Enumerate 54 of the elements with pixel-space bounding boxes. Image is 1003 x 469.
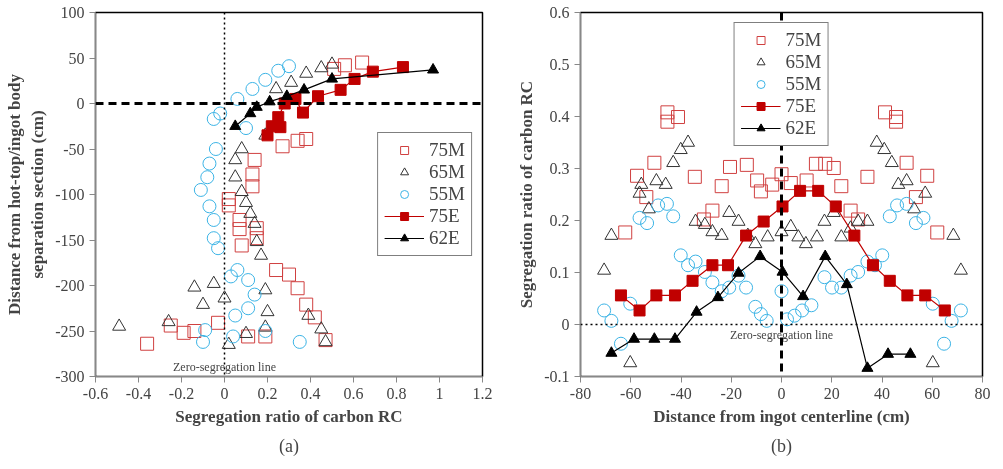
- y-axis-title: Distance from hot-top/ingot body separation section (cm): [5, 73, 48, 315]
- x-tick-label: 80: [974, 384, 991, 402]
- ref-line-label: Zero-segregation line: [173, 359, 276, 374]
- text: (b): [771, 435, 793, 457]
- text: (a): [279, 435, 299, 457]
- x-tick-label: -80: [569, 384, 592, 402]
- y-tick-label: 0.4: [549, 108, 570, 125]
- x-tick-label: 0.2: [257, 384, 278, 402]
- y-tick-label: 0: [76, 95, 85, 112]
- x-tick-label: 1.2: [472, 384, 493, 402]
- y-tick-label: 0.3: [549, 160, 570, 177]
- y-tick-label: -50: [63, 140, 85, 158]
- x-tick-label: 0.6: [343, 384, 364, 402]
- x-tick-label: -20: [720, 384, 742, 402]
- x-tick-label: 40: [874, 384, 890, 402]
- x-axis-title: Distance from ingot centerline (cm): [653, 406, 910, 426]
- y-tick-label: -200: [55, 277, 85, 294]
- legend-label: 75M: [785, 29, 822, 51]
- legend-label: 55M: [785, 73, 822, 95]
- y-tick-label: 0.5: [549, 56, 570, 73]
- x-tick-label: -40: [670, 384, 692, 402]
- x-tick-label: -0.2: [168, 384, 195, 402]
- x-tick-label: -0.6: [82, 384, 109, 402]
- legend-label: 75E: [429, 205, 460, 227]
- x-tick-label: 0: [220, 384, 229, 402]
- legend-label: 62E: [429, 227, 460, 249]
- x-tick-label: 1: [435, 384, 444, 402]
- y-tick-label: -300: [55, 368, 85, 385]
- x-tick-label: 60: [924, 384, 941, 402]
- y-tick-label: 0.2: [549, 212, 570, 229]
- y-tick-label: 100: [60, 4, 85, 21]
- y-tick-label: 0: [561, 316, 570, 333]
- x-axis-title: Segregation ratio of carbon RC: [175, 406, 403, 426]
- y-tick-label: -100: [55, 186, 85, 203]
- y-tick-label: 0.6: [549, 4, 570, 21]
- y-tick-label: 0.1: [549, 264, 570, 281]
- x-tick-label: -60: [620, 384, 642, 402]
- legend-label: 55M: [429, 183, 465, 205]
- y-tick-label: -250: [55, 322, 85, 340]
- x-tick-label: 20: [823, 384, 840, 402]
- y-tick-label: 50: [68, 49, 85, 67]
- y-axis-title: Segregation ratio of carbon RC: [517, 80, 537, 309]
- legend-label: 65M: [429, 161, 465, 183]
- x-tick-label: 0: [777, 384, 786, 402]
- legend-label: 62E: [785, 117, 817, 139]
- y-tick-label: -150: [55, 231, 85, 249]
- x-tick-label: -0.4: [125, 384, 152, 402]
- x-tick-label: 0.8: [386, 384, 407, 402]
- legend-label: 75M: [429, 139, 465, 161]
- ref-line-label: Zero-segregation line: [730, 327, 833, 342]
- y-tick-label: -0.1: [544, 368, 570, 385]
- legend-label: 65M: [785, 51, 822, 73]
- x-tick-label: 0.4: [300, 384, 321, 402]
- legend-label: 75E: [785, 95, 817, 117]
